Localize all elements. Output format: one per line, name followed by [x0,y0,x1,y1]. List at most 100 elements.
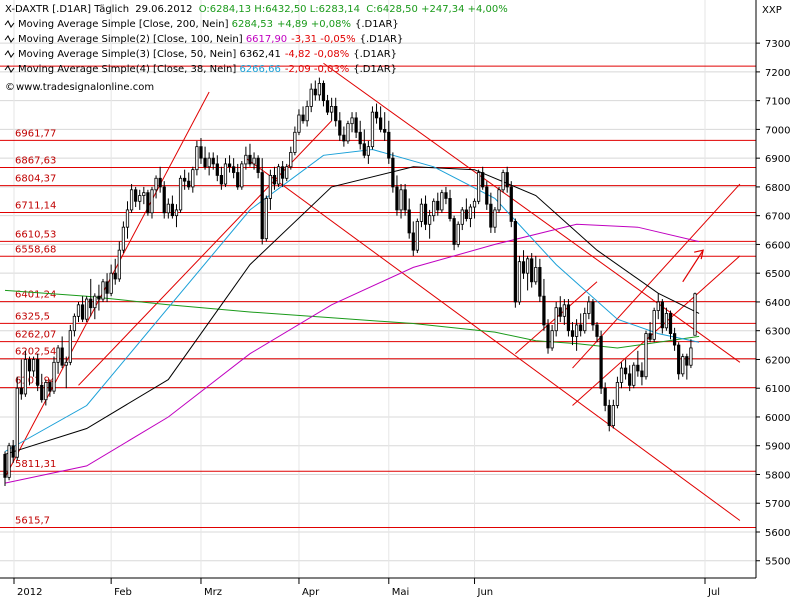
header-close: C:6428,50 +247,34 +4,00% [366,4,508,15]
candle-body [23,359,28,395]
candle-body [615,382,620,406]
candle-body [264,198,268,240]
candle-body [19,387,23,395]
ma-legend-suffix: {.D1AR} [355,19,399,30]
candle-body [517,261,522,303]
candle-body [583,313,587,332]
candle-body [370,111,375,148]
candle-body [513,221,517,303]
candle-body [195,146,199,171]
x-tick-label: 2012 [17,587,42,598]
header-date: 29.06.2012 [135,4,192,15]
candle-body [672,333,677,346]
y-tick-label: 5800 [765,470,790,481]
instrument-title: X-DAXTR [.D1AR] Täglich [5,4,129,15]
candle-body [546,324,550,349]
candle-body [309,88,313,107]
candle-body [276,166,281,185]
candle-body [440,192,444,211]
candle-body [399,189,403,211]
candle-body [150,189,154,214]
y-tick-label: 6700 [765,212,790,223]
level-label: 6101,94 [15,376,56,387]
candle-body [240,163,244,188]
x-tick-label: Apr [302,587,320,598]
candle-body [117,249,121,280]
candle-body [419,203,424,222]
candle-body [199,146,203,159]
candle-body [383,129,387,133]
candle-body [685,356,689,366]
candle-body [681,356,685,375]
candle-body [93,295,97,309]
candle-body [15,387,19,458]
candle-body [660,301,664,329]
candle-body [558,307,562,317]
candle-body [664,313,669,329]
ma-legend-entry: Moving Average Simple(2) [Close, 100, Ne… [18,34,403,45]
ma-legend-icon [4,50,15,58]
level-label: 5615,7 [15,515,50,526]
candle-body [623,367,628,375]
candle-body [105,281,109,294]
candle-body [252,157,256,165]
candle-body [146,192,150,214]
candle-body [652,310,656,340]
ma-legend: Moving Average Simple [Close, 200, Nein]… [4,19,403,75]
candle-body [476,172,481,202]
copyright-icon: © [5,82,15,93]
x-axis: 2012 Feb Mrz Apr Mai Jun Jul [13,578,720,598]
candle-body [109,272,113,294]
candle-body [36,359,40,386]
candle-body [497,189,501,211]
candle-body [170,203,175,217]
candle-body [668,313,673,334]
y-tick-label: 5600 [765,528,790,539]
candle-body [632,364,636,386]
projection-arrow [682,249,704,283]
candle-body [599,336,603,389]
ma-legend-icon [4,20,15,28]
candle-body [68,330,72,363]
ma-legend-label: Moving Average Simple(3) [Close, 50, Nei… [18,49,239,60]
ma-legend-value: 6284,53 [232,19,273,30]
candle-body [325,100,330,113]
candle-body [330,105,334,113]
candle-body [530,258,534,283]
svg-text:X-DAXTR [.D1AR] Täglich: X-DAXTR [.D1AR] Täglich 29.06.2012 O:628… [5,4,508,15]
candle-body [248,154,252,165]
candle-body [534,267,538,283]
candle-body [183,177,187,182]
candle-body [387,131,391,159]
y-tick-label: 6000 [765,413,790,424]
y-tick-label: 6300 [765,327,790,338]
candle-body [432,200,436,217]
candle-body [509,186,513,222]
candle-body [334,105,338,122]
candle-body [611,405,615,426]
level-label: 6961,77 [15,128,56,139]
candle-body [379,117,383,130]
candle-body [607,405,611,426]
candle-body [293,131,297,153]
candle-body [289,152,293,168]
candle-body [403,189,407,211]
ma-legend-value: 6362,41 [239,49,280,60]
candle-body [677,344,681,375]
candle-body [538,267,542,297]
ma-legend-entry: Moving Average Simple(3) [Close, 50, Nei… [18,49,397,60]
candle-body [232,166,236,173]
candle-body [472,200,477,208]
level-label: 6867,63 [15,155,56,166]
candle-body [203,157,207,168]
candle-body [407,209,411,234]
candle-body [215,163,219,176]
candle-body [76,304,81,317]
candle-body [448,198,452,219]
ma-legend-suffix: {.D1AR} [360,34,404,45]
candle-body [174,209,179,217]
candlesticks [3,77,697,486]
moving-averages [4,148,700,484]
y-tick-label: 6200 [765,355,790,366]
ma-legend-icon [4,65,15,73]
